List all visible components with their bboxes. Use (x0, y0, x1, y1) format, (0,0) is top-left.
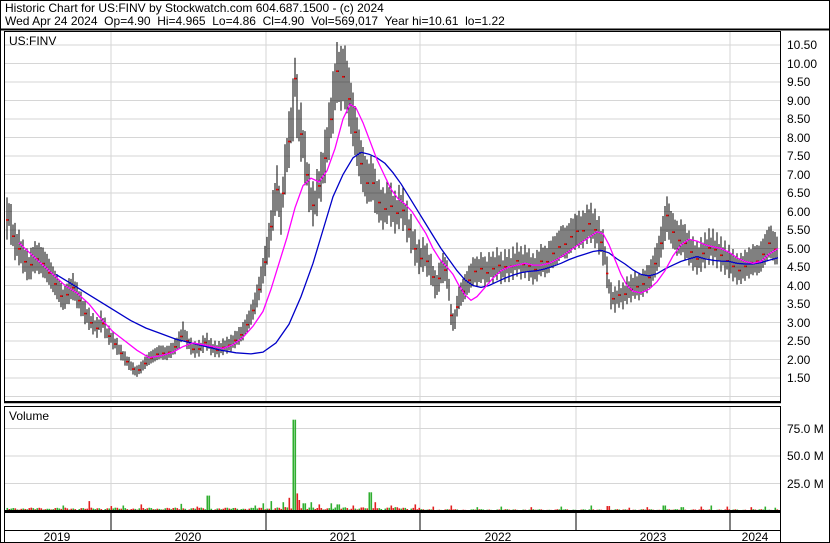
price-tick-label: 4.50 (787, 260, 811, 274)
year-label: 2024 (741, 530, 769, 543)
price-tick-label: 6.50 (787, 186, 811, 200)
price-tick-label: 10.50 (787, 38, 818, 52)
price-tick-label: 5.00 (787, 241, 811, 256)
volume-tick-label: 50.0 M (787, 449, 824, 463)
price-tick-label: 9.00 (787, 93, 811, 108)
price-tick-label: 5.50 (787, 223, 811, 237)
year-label: 2023 (639, 530, 667, 543)
header-title: Historic Chart for US:FINV by Stockwatch… (5, 1, 384, 15)
volume-tick-label: 75.0 M (787, 421, 824, 436)
year-label: 2019 (43, 530, 71, 543)
price-tick-label: 7.00 (787, 167, 811, 182)
price-tick-label: 8.50 (787, 112, 811, 126)
price-tick-label: 9.50 (787, 75, 811, 89)
price-tick-label: 7.50 (787, 149, 811, 163)
year-label: 2022 (484, 530, 512, 543)
price-tick-label: 6.00 (787, 204, 811, 219)
price-tick-label: 4.00 (787, 278, 811, 293)
price-tick-label: 8.00 (787, 130, 811, 145)
price-tick-label: 3.50 (787, 297, 811, 311)
price-tick-label: 2.00 (787, 352, 811, 367)
price-tick-label: 1.50 (787, 371, 811, 385)
header-quote-line: Wed Apr 24 2024 Op=4.90 Hi=4.965 Lo=4.86… (5, 14, 505, 28)
volume-panel-label: Volume (9, 409, 50, 423)
price-tick-label: 3.00 (787, 315, 811, 330)
year-label: 2021 (329, 530, 357, 543)
year-label: 2020 (174, 530, 202, 543)
price-tick-label: 2.50 (787, 334, 811, 348)
price-tick-label: 10.00 (787, 56, 818, 71)
symbol-label: US:FINV (9, 34, 57, 48)
volume-tick-label: 25.0 M (787, 476, 824, 491)
